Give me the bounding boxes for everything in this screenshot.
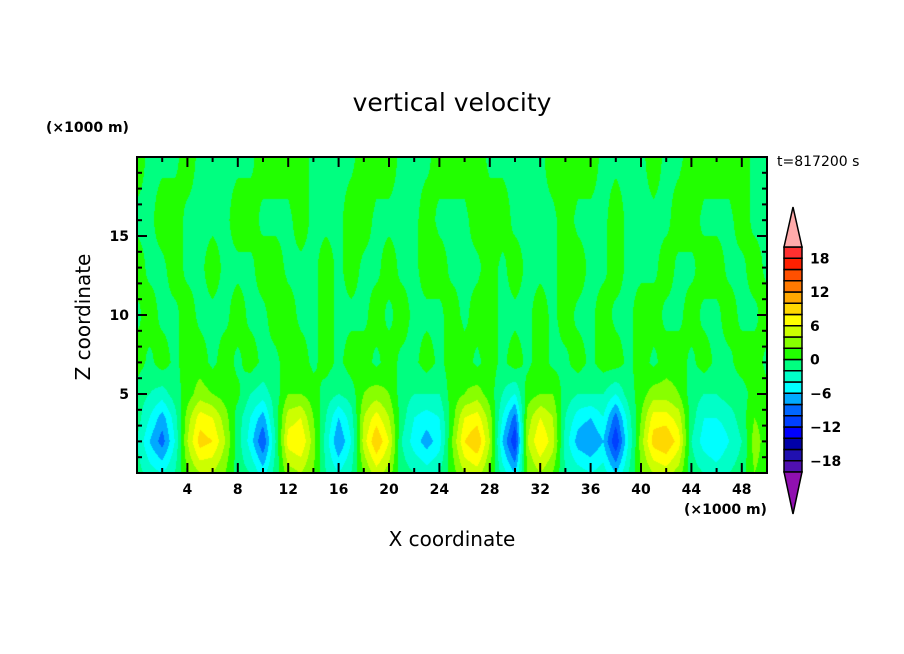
- plot-frame: [136, 156, 768, 474]
- colorbar-over-triangle: [783, 206, 803, 248]
- colorbar-box: [783, 437, 803, 451]
- x-tick-label: 12: [278, 482, 297, 498]
- x-axis-label: X coordinate: [388, 527, 516, 551]
- x-tick-label: 36: [581, 482, 600, 498]
- colorbar-box: [783, 336, 803, 349]
- colorbar-tick-label: −6: [810, 386, 831, 402]
- x-tick-label: 48: [732, 482, 751, 498]
- colorbar-tick-label: 12: [810, 285, 829, 301]
- colorbar-box: [783, 415, 803, 428]
- x-tick-label: 44: [682, 482, 702, 498]
- colorbar-box: [783, 325, 803, 338]
- x-tick-label: 20: [379, 482, 399, 498]
- colorbar-box: [783, 291, 803, 304]
- z-unit-label: (×1000 m): [46, 120, 129, 136]
- x-tick-label: 4: [183, 482, 193, 498]
- colorbar-box: [783, 246, 803, 259]
- time-annotation: t=817200 s: [777, 154, 860, 170]
- colorbar-box: [783, 347, 803, 361]
- colorbar-box: [783, 448, 803, 462]
- colorbar-tick-label: 0: [810, 353, 820, 369]
- colorbar-box: [783, 370, 803, 383]
- colorbar-box: [783, 268, 803, 282]
- colorbar-box: [783, 302, 803, 316]
- colorbar-box: [783, 381, 803, 394]
- colorbar-tick-label: −18: [810, 454, 841, 470]
- chart-title: vertical velocity: [352, 88, 552, 117]
- colorbar-under-triangle: [783, 471, 803, 515]
- x-tick-label: 16: [329, 482, 348, 498]
- colorbar-box: [783, 257, 803, 271]
- x-tick-label: 8: [233, 482, 243, 498]
- contour-field: [137, 157, 767, 473]
- colorbar-box: [783, 313, 803, 327]
- colorbar-box: [783, 426, 803, 439]
- x-tick-label: 32: [530, 482, 549, 498]
- colorbar-tick-label: 18: [810, 251, 829, 267]
- colorbar-box: [783, 403, 803, 417]
- colorbar-box: [783, 280, 803, 293]
- y-tick-label: 15: [110, 229, 129, 245]
- colorbar-box: [783, 358, 803, 372]
- y-tick-label: 5: [119, 387, 129, 403]
- y-tick-label: 10: [110, 308, 130, 324]
- colorbar-box: [783, 460, 803, 473]
- colorbar-box: [783, 392, 803, 406]
- x-tick-label: 28: [480, 482, 499, 498]
- plot-area: [137, 157, 767, 473]
- colorbar-tick-label: −12: [810, 420, 841, 436]
- x-unit-label: (×1000 m): [684, 502, 767, 518]
- x-tick-label: 40: [631, 482, 651, 498]
- x-tick-label: 24: [430, 482, 450, 498]
- colorbar-tick-label: 6: [810, 319, 820, 335]
